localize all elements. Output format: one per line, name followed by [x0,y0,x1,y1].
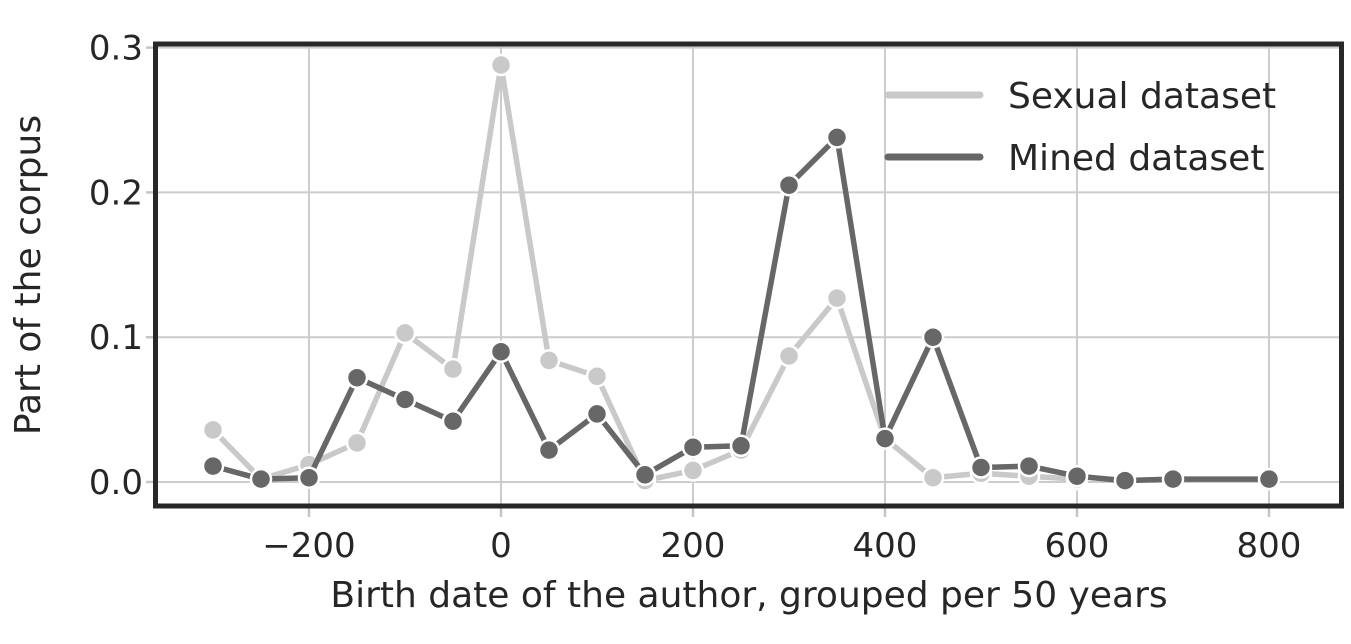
data-point-mined-dataset [537,438,561,462]
data-point-sexual-dataset [585,365,609,388]
series-line-mined-dataset [210,134,1272,484]
data-point-sexual-dataset [345,431,369,455]
data-point-mined-dataset [393,388,417,411]
data-point-mined-dataset [873,427,897,450]
data-point-sexual-dataset [489,53,513,77]
gridlines [155,44,1342,506]
x-tick-label: 200 [661,526,726,566]
x-tick-label: 800 [1237,526,1302,566]
series-mined-dataset [201,126,1281,492]
x-axis-label: Birth date of the author, grouped per 50… [330,575,1167,616]
data-point-mined-dataset [249,467,273,491]
y-tick-label: 0.3 [89,29,143,69]
x-tick-label: −200 [262,526,355,566]
data-point-mined-dataset [777,173,801,197]
data-point-mined-dataset [441,409,465,433]
data-point-mined-dataset [585,402,609,426]
data-point-sexual-dataset [441,357,465,381]
y-tick-label: 0.1 [89,318,143,358]
y-axis-label: Part of the corpus [8,115,49,435]
legend-label-mined-dataset: Mined dataset [1008,138,1264,179]
data-point-sexual-dataset [777,344,801,368]
plot-frame [153,41,1344,509]
x-tick-label: 600 [1045,526,1110,566]
data-point-mined-dataset [969,456,993,479]
data-point-mined-dataset [489,340,513,363]
data-point-sexual-dataset [393,321,417,345]
legend-label-sexual-dataset: Sexual dataset [1008,76,1276,117]
data-point-mined-dataset [1257,467,1281,491]
data-point-mined-dataset [345,366,369,389]
data-point-mined-dataset [1065,464,1089,488]
x-tick-label: 400 [853,526,918,566]
data-point-mined-dataset [201,454,225,478]
y-tick-label: 0.2 [89,173,143,213]
data-point-mined-dataset [921,325,945,349]
data-point-mined-dataset [297,466,321,489]
data-point-sexual-dataset [825,286,849,310]
data-point-sexual-dataset [921,466,945,489]
axis-ticks [146,46,1271,517]
data-point-mined-dataset [1017,454,1041,478]
data-point-mined-dataset [1113,469,1137,492]
data-point-sexual-dataset [201,418,225,442]
data-series [201,53,1281,492]
legend: Sexual dataset Mined dataset [884,76,1276,179]
data-point-sexual-dataset [681,459,705,482]
x-tick-label: 0 [490,526,512,566]
data-point-mined-dataset [633,463,657,487]
data-point-mined-dataset [1161,467,1185,491]
data-point-mined-dataset [729,434,753,458]
data-point-mined-dataset [681,435,705,459]
data-point-sexual-dataset [537,349,561,372]
y-tick-label: 0.0 [89,463,143,503]
data-point-mined-dataset [825,126,849,149]
tick-labels: −200 0 200 400 600 800 0.0 0.1 0.2 0.3 [89,29,1302,566]
series-line-sexual-dataset [210,62,1080,484]
